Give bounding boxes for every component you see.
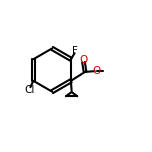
Text: F: F (72, 46, 78, 56)
Text: Cl: Cl (24, 85, 34, 95)
Text: O: O (93, 66, 101, 76)
Text: O: O (79, 55, 88, 64)
